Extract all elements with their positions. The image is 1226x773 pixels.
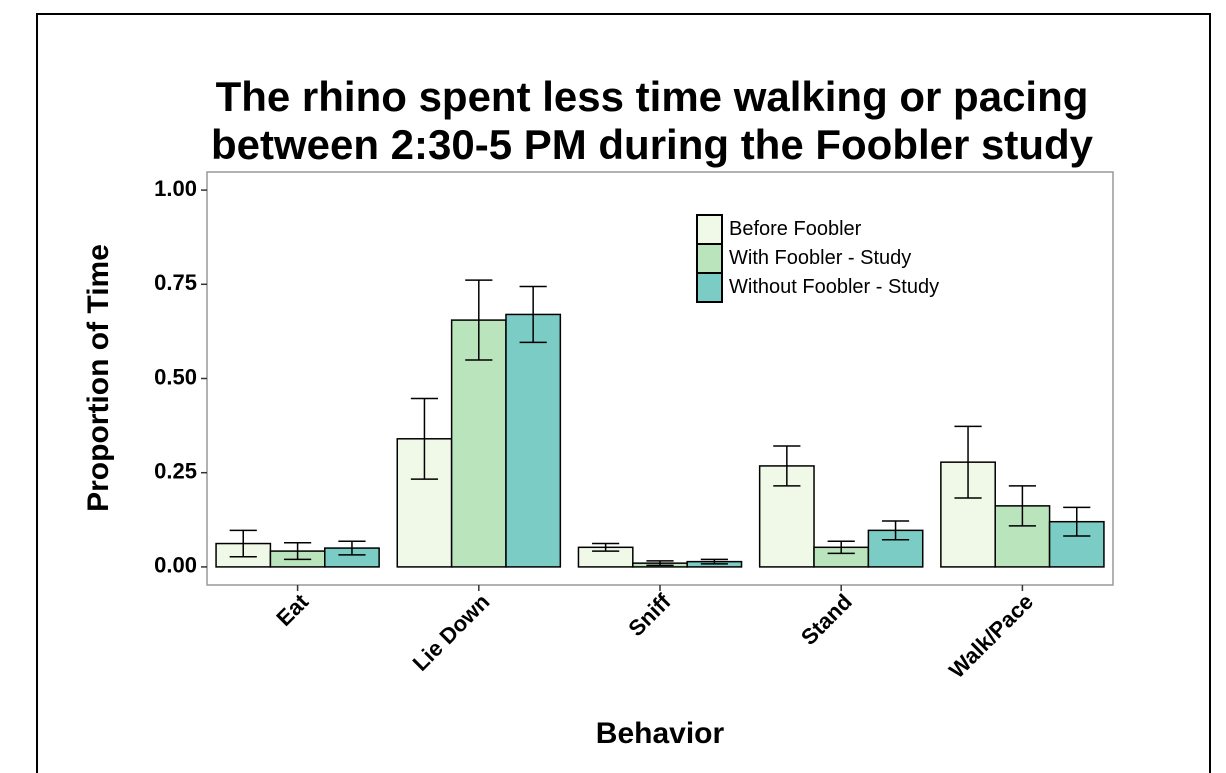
bar	[505, 313, 562, 568]
error-bar	[1063, 506, 1091, 537]
error-bar	[646, 560, 674, 567]
legend-key	[696, 272, 723, 303]
frame	[36, 13, 1211, 773]
y-tick-label: 0.25	[154, 459, 197, 484]
y-tick-label: 0.50	[154, 364, 197, 389]
chart-title: between 2:30-5 PM during the Foobler stu…	[211, 121, 1094, 168]
error-bar	[773, 445, 801, 487]
y-tick-label: 1.00	[154, 176, 197, 201]
error-bar	[954, 425, 982, 499]
legend-key	[696, 214, 723, 245]
x-axis-label: Behavior	[596, 717, 725, 750]
y-tick-label: 0.75	[154, 270, 197, 295]
legend-label: Before Foobler	[729, 218, 862, 240]
error-bar	[592, 542, 620, 552]
legend-label: With Foobler - Study	[729, 247, 911, 269]
error-bar	[410, 397, 439, 480]
y-axis-label: Proportion of Time	[82, 244, 115, 512]
legend-label: Without Foobler - Study	[729, 276, 939, 298]
chart-title: The rhino spent less time walking or pac…	[216, 73, 1089, 120]
error-bar	[700, 558, 728, 565]
error-bar	[284, 542, 312, 561]
error-bar	[519, 285, 547, 344]
error-bar	[465, 279, 493, 361]
error-bar	[1008, 485, 1036, 527]
legend-key	[696, 243, 723, 274]
error-bar	[229, 529, 257, 558]
error-bar	[338, 540, 366, 556]
error-bar	[827, 540, 855, 555]
y-tick-label: 0.00	[154, 553, 197, 578]
error-bar	[881, 520, 910, 541]
